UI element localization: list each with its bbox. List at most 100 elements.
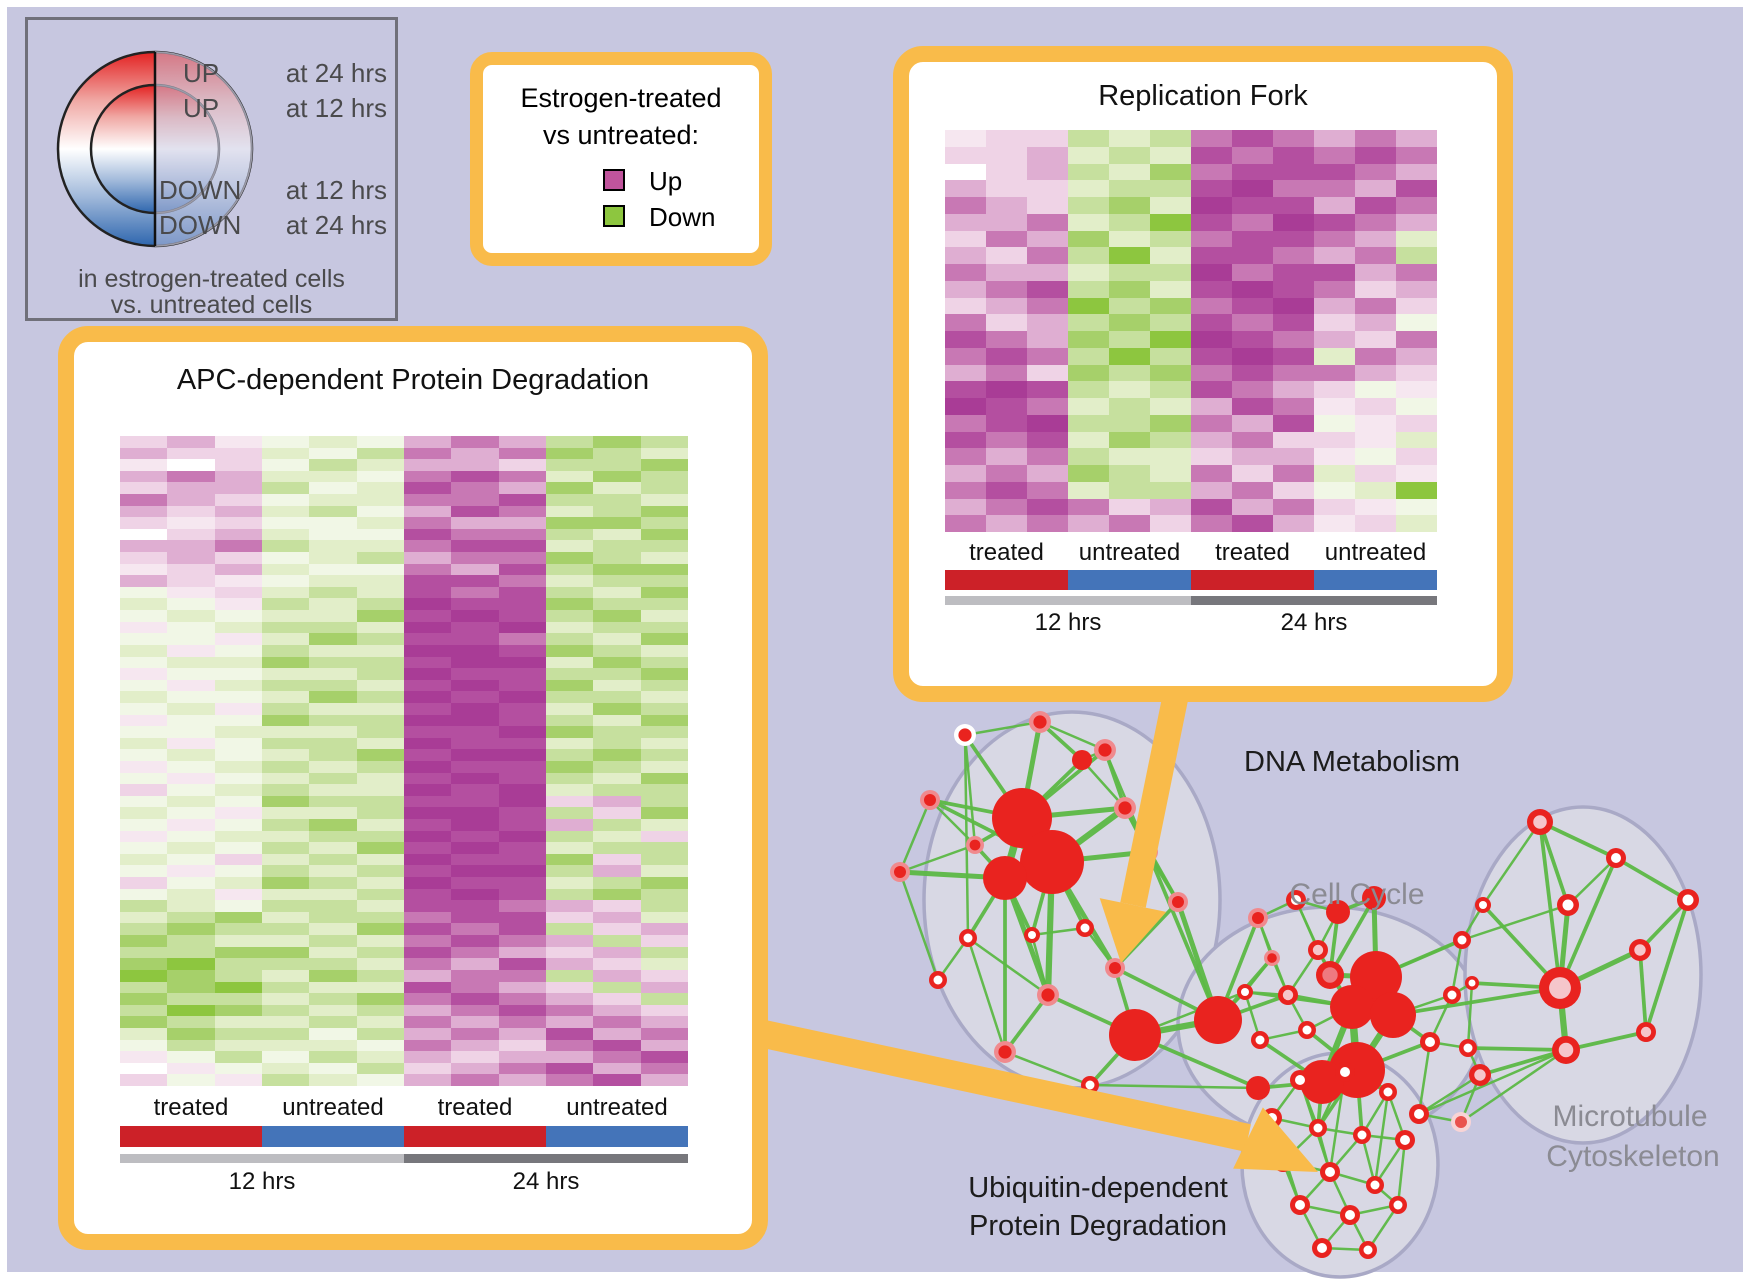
heatmap-cell: [1027, 314, 1068, 331]
heatmap-cell: [261, 900, 310, 912]
node-core: [1109, 1009, 1161, 1061]
network-node: [1326, 900, 1350, 924]
heatmap-cell: [451, 772, 499, 785]
heatmap-cell: [1396, 213, 1437, 231]
repfork-time-bars: [945, 596, 1437, 605]
heatmap-cell: [1355, 398, 1396, 415]
network-edge: [1539, 820, 1617, 860]
heatmap-cell: [498, 1016, 546, 1028]
heatmap-cell: [309, 621, 357, 634]
heatmap-cell: [120, 749, 168, 761]
heatmap-cell: [1027, 465, 1068, 482]
heatmap-cell: [593, 853, 641, 866]
node-core: [1457, 935, 1467, 945]
heatmap-cell: [1273, 431, 1314, 449]
heatmap-cell: [120, 819, 168, 831]
heatmap-cell: [986, 280, 1027, 298]
heatmap-cell: [640, 935, 688, 947]
heatmap-cell: [356, 1074, 404, 1086]
heatmap-cell: [498, 436, 546, 448]
node-core: [1282, 989, 1294, 1001]
heatmap-cell: [261, 784, 310, 796]
network-node: [1286, 890, 1306, 910]
heatmap-cell: [356, 923, 404, 936]
heatmap-cell: [356, 1004, 404, 1017]
heatmap-cell: [640, 436, 688, 448]
heatmap-cell: [214, 552, 262, 564]
heatmap-cell: [986, 297, 1027, 315]
heatmap-cell: [1027, 247, 1068, 264]
heatmap-cell: [1027, 448, 1068, 465]
heatmap-cell: [945, 347, 986, 365]
heatmap-cell: [214, 935, 262, 947]
heatmap-cell: [593, 749, 641, 761]
heatmap-cell: [309, 1051, 357, 1063]
heatmap-cell: [1150, 247, 1191, 264]
heatmap-cell: [120, 958, 168, 970]
heatmap-cell: [640, 586, 688, 599]
heatmap-cell: [1396, 515, 1437, 532]
heatmap-cell: [120, 842, 168, 854]
heatmap-cell: [593, 1051, 641, 1063]
heatmap-cell: [1068, 264, 1109, 281]
heatmap-cell: [1109, 297, 1150, 315]
network-edge: [898, 799, 932, 873]
heatmap-cell: [261, 946, 310, 959]
node-core: [1682, 894, 1694, 906]
heatmap-cell: [1314, 197, 1355, 214]
heatmap-cell: [593, 946, 641, 959]
heatmap-cell: [1191, 314, 1232, 331]
network-node: [1362, 886, 1386, 910]
network-node: [1114, 797, 1136, 819]
heatmap-cell: [545, 447, 594, 460]
heatmap-cell: [214, 436, 262, 448]
heatmap-cell: [545, 981, 594, 994]
heatmap-cell: [167, 784, 215, 796]
apc-group-labels: treated untreated treated untreated: [120, 1094, 688, 1121]
heatmap-cell: [120, 911, 168, 924]
heatmap-cell: [1355, 431, 1396, 449]
heatmap-cell: [403, 923, 452, 936]
heatmap-cell: [1232, 280, 1273, 298]
heatmap-cell: [1396, 498, 1437, 516]
heatmap-cell: [593, 737, 641, 750]
heatmap-cell: [593, 575, 641, 587]
heatmap-cell: [1355, 180, 1396, 197]
heatmap-cell: [1396, 180, 1437, 197]
heatmap-cell: [545, 482, 594, 495]
heatmap-cell: [1314, 213, 1355, 231]
heatmap-cell: [640, 819, 688, 831]
heatmap-cell: [356, 1062, 404, 1075]
heatmap-cell: [545, 679, 594, 692]
legend-item: Up: [483, 166, 759, 196]
heatmap-cell: [309, 865, 357, 878]
heatmap-cell: [1273, 264, 1314, 281]
heatmap-cell: [167, 505, 215, 518]
node-core: [1317, 1243, 1327, 1253]
heatmap-cell: [545, 842, 594, 854]
heatmap-cell: [214, 772, 262, 785]
heatmap-cell: [945, 398, 986, 415]
node-core: [1370, 992, 1416, 1038]
heatmap-cell: [167, 459, 215, 471]
heatmap-cell: [945, 364, 986, 382]
heatmap-cell: [498, 482, 546, 495]
heatmap-cell: [986, 347, 1027, 365]
heatmap-cell: [593, 482, 641, 495]
heatmap-cell: [451, 1074, 499, 1086]
node-core: [1425, 1037, 1435, 1047]
heatmap-cell: [261, 563, 310, 576]
heatmap-cell: [498, 842, 546, 854]
heatmap-cell: [167, 888, 215, 901]
heatmap-cell: [451, 494, 499, 506]
network-node: [1251, 1031, 1269, 1049]
heatmap-cell: [1396, 297, 1437, 315]
network-edge: [1467, 1046, 1567, 1052]
heatmap-cell: [1273, 230, 1314, 248]
heatmap-cell: [403, 969, 452, 982]
heatmap-cell: [593, 795, 641, 808]
heatmap-cell: [1355, 247, 1396, 264]
heatmap-cell: [1191, 414, 1232, 432]
heatmap-cell: [498, 819, 546, 831]
network-node: [890, 862, 910, 882]
